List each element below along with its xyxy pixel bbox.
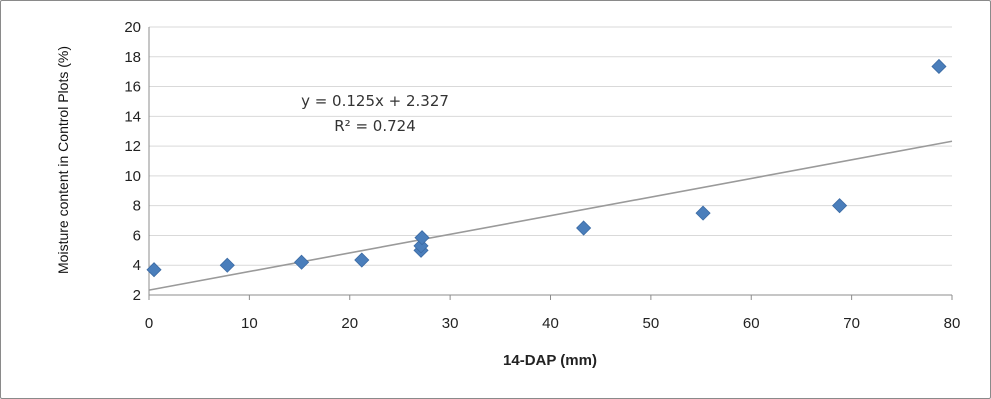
x-tick-label: 0 (145, 315, 153, 332)
y-tick-label: 10 (124, 168, 141, 185)
x-tick-label: 30 (442, 315, 459, 332)
y-tick-label: 2 (133, 287, 141, 304)
y-tick-label: 12 (124, 138, 141, 155)
data-point (931, 58, 947, 75)
data-point (832, 198, 848, 214)
axes (148, 27, 953, 300)
x-tick-label: 70 (843, 315, 860, 332)
x-tick-label: 60 (743, 315, 760, 332)
data-points (146, 58, 947, 278)
trendline-equation: y = 0.125x + 2.327 (301, 92, 449, 110)
y-tick-label: 4 (133, 257, 141, 274)
y-tick-label: 6 (133, 227, 141, 244)
x-tick-label: 40 (542, 315, 559, 332)
x-axis-title: 14-DAP (mm) (503, 352, 597, 369)
x-tick-labels: 0 10 20 30 40 50 60 70 80 (145, 315, 961, 332)
data-point (354, 252, 370, 268)
x-tick-label: 20 (341, 315, 358, 332)
y-tick-label: 18 (124, 49, 141, 66)
y-tick-label: 20 (124, 19, 141, 36)
x-tick-label: 50 (643, 315, 660, 332)
data-point (146, 262, 162, 278)
data-point (695, 205, 711, 221)
y-axis-title: Moisture content in Control Plots (%) (55, 46, 71, 274)
trendline-r2: R² = 0.724 (334, 117, 415, 135)
gridlines (149, 26, 952, 266)
data-point (294, 254, 310, 270)
x-tick-label: 80 (944, 315, 961, 332)
data-point (414, 230, 430, 246)
y-tick-labels: 2 4 6 8 10 12 14 16 18 20 (124, 19, 141, 304)
data-point (576, 220, 592, 236)
data-point (219, 257, 235, 273)
y-tick-label: 16 (124, 79, 141, 96)
trendline (148, 140, 953, 291)
x-tick-label: 10 (241, 315, 258, 332)
y-tick-label: 8 (133, 198, 141, 215)
y-tick-label: 14 (124, 108, 141, 125)
